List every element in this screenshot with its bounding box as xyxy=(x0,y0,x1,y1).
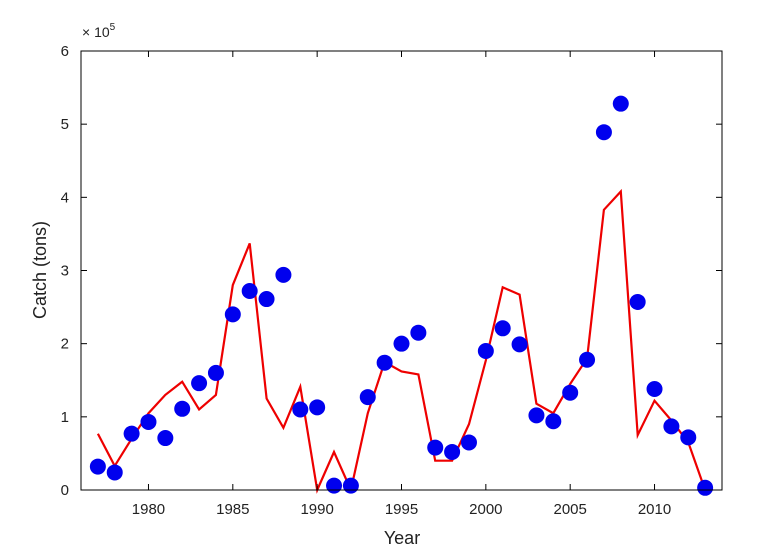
y-tick-label: 2 xyxy=(61,336,69,353)
y-axis-multiplier: × 105 xyxy=(82,22,116,40)
data-point xyxy=(477,342,494,359)
data-point xyxy=(579,351,596,368)
x-tick-label: 1980 xyxy=(132,501,165,518)
data-point xyxy=(342,477,359,494)
data-point xyxy=(157,430,174,447)
data-point xyxy=(359,389,376,406)
x-tick-label: 2010 xyxy=(638,501,671,518)
data-point xyxy=(629,293,646,310)
data-point xyxy=(258,291,275,308)
data-point xyxy=(140,413,157,430)
data-point xyxy=(646,381,663,398)
data-point xyxy=(174,400,191,417)
data-layer xyxy=(89,95,714,496)
data-point xyxy=(123,425,140,442)
data-point xyxy=(410,324,427,341)
data-point xyxy=(393,335,410,352)
data-point xyxy=(444,443,461,460)
data-point xyxy=(326,477,343,494)
x-axis-label: Year xyxy=(384,528,420,548)
x-tick-label: 1985 xyxy=(216,501,249,518)
x-axis: 1980 1985 1990 1995 2000 2005 2010 xyxy=(132,51,671,518)
y-tick-label: 6 xyxy=(61,43,69,60)
data-point xyxy=(528,407,545,424)
data-point xyxy=(224,306,241,323)
data-point xyxy=(191,375,208,392)
data-point xyxy=(309,399,326,416)
y-axis: 0 1 2 3 4 5 6 xyxy=(61,43,722,499)
data-point xyxy=(89,458,106,475)
y-tick-label: 3 xyxy=(61,263,69,280)
x-tick-label: 2000 xyxy=(469,501,502,518)
data-point xyxy=(697,479,714,496)
data-point xyxy=(275,266,292,283)
y-tick-label: 0 xyxy=(61,482,69,499)
data-point xyxy=(612,95,629,112)
y-tick-label: 1 xyxy=(61,409,69,426)
data-point xyxy=(460,434,477,451)
y-axis-label: Catch (tons) xyxy=(30,221,50,319)
x-tick-label: 1995 xyxy=(385,501,418,518)
data-point xyxy=(680,429,697,446)
multiplier-base: × 10 xyxy=(82,24,110,40)
y-tick-label: 4 xyxy=(61,189,69,206)
fitted-line xyxy=(96,188,707,494)
data-point xyxy=(511,336,528,353)
data-point xyxy=(427,439,444,456)
data-point xyxy=(241,282,258,299)
data-point xyxy=(545,413,562,430)
data-point xyxy=(494,320,511,337)
data-point xyxy=(663,418,680,435)
data-point xyxy=(292,401,309,418)
data-point xyxy=(106,464,123,481)
data-point xyxy=(595,124,612,141)
x-tick-label: 1990 xyxy=(300,501,333,518)
x-tick-label: 2005 xyxy=(553,501,586,518)
data-point xyxy=(207,364,224,381)
data-point xyxy=(376,354,393,371)
y-tick-label: 5 xyxy=(61,116,69,133)
data-point xyxy=(562,384,579,401)
plot-area xyxy=(81,51,722,490)
multiplier-exponent: 5 xyxy=(110,22,116,33)
